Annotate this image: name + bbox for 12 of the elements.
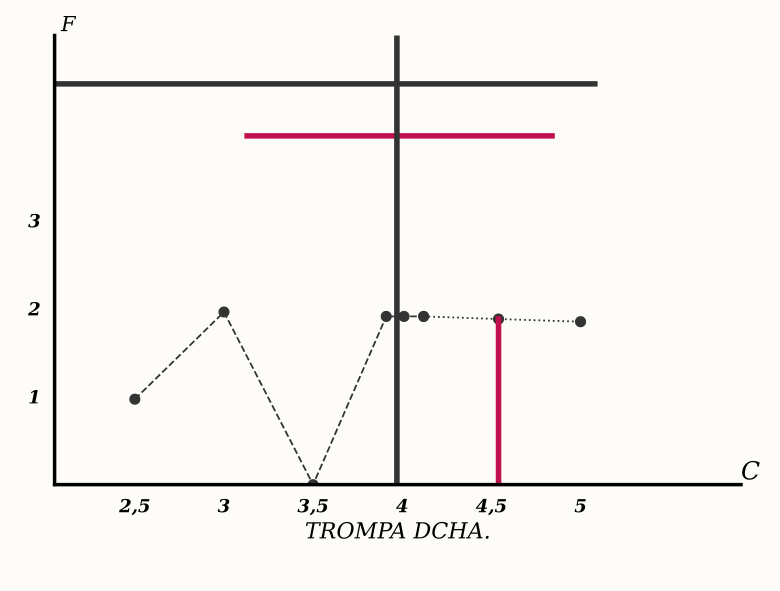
x-tick-label: 3,5 xyxy=(297,498,328,516)
y-tick-label: 3 xyxy=(28,214,40,228)
y-tick-label: 2 xyxy=(28,302,40,316)
text: C xyxy=(742,460,760,480)
x-tick-label: 4 xyxy=(396,498,408,512)
y-tick-label: 1 xyxy=(29,390,38,404)
x-tick-label: 4,5 xyxy=(476,498,506,516)
x-tick-label: 3 xyxy=(218,498,230,512)
y-axis-title: F xyxy=(60,16,76,32)
x-tick-label: 5 xyxy=(574,499,586,512)
x-tick-label: 2,5 xyxy=(119,498,150,516)
x-axis-title: TROMPA DCHA. xyxy=(306,522,489,539)
